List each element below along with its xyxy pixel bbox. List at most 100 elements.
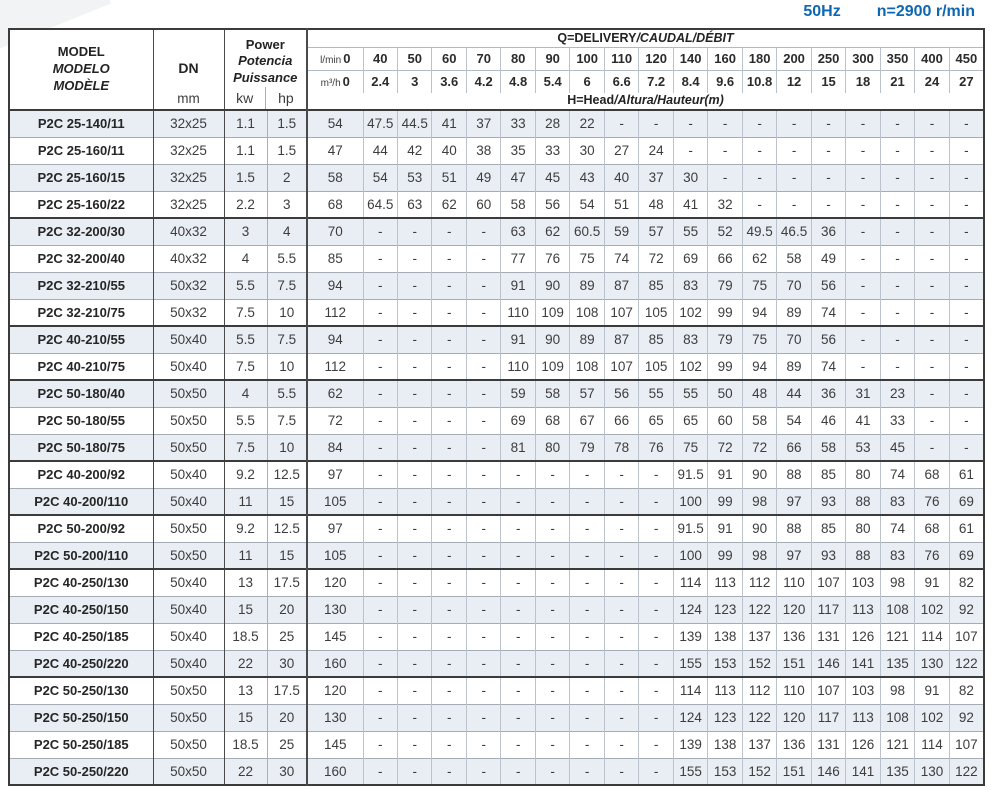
pump-row: P2C 40-250/150 50x40 15 20 130- - - - - - - - -124 12… [9, 595, 984, 623]
head-cell: 98 [741, 541, 777, 569]
head-cell: 124 [672, 703, 708, 731]
head-cell: 94 [306, 271, 364, 299]
head-cell: - [465, 217, 501, 245]
head-cell: - [638, 487, 674, 515]
pump-row: P2C 50-180/75 50x50 7.5 10 84- - - -81 80 79 78 76 7… [9, 433, 984, 461]
head-cell: - [914, 163, 950, 191]
head-cell: - [362, 730, 398, 758]
head-cell: - [362, 649, 398, 677]
flow-lmin-value: 50 [396, 46, 432, 70]
head-cell: 110 [500, 298, 536, 326]
head-cell: - [638, 649, 674, 677]
pump-row: P2C 32-200/30 40x32 3 4 70- - - -63 62 60.5 59 57 55… [9, 217, 984, 245]
hp-cell: 7.5 [266, 406, 308, 434]
head-cell: 94 [306, 325, 364, 353]
head-cell: 89 [776, 298, 812, 326]
head-cell: - [810, 136, 846, 164]
q-header-en: Q=DELIVERY [557, 31, 637, 46]
head-cell: 122 [741, 703, 777, 731]
head-cell: - [879, 136, 915, 164]
kw-cell: 18.5 [223, 730, 267, 758]
head-cell: 57 [569, 379, 605, 407]
head-units-header: H=Head/Altura/Hauteur(m) [306, 93, 984, 110]
flow-lmin-row: l/min 0 40 50 60 70 80 90 100 110 120 140 160 180 200 2… [9, 46, 984, 70]
head-cell: - [638, 676, 674, 704]
head-cell: - [534, 568, 570, 596]
head-cell: 79 [569, 433, 605, 461]
head-cell: - [500, 622, 536, 650]
head-cell: 56 [810, 325, 846, 353]
model-cell: P2C 25-160/11 [9, 136, 153, 164]
flow-m3h-value: 4.8 [500, 69, 536, 93]
head-cell: 49.5 [741, 217, 777, 245]
flow-m3h-unit-cell: m³/h 0 [306, 69, 364, 93]
head-cell: 107 [603, 298, 639, 326]
table-header: MODEL MODELO MODÈLE DN mm Power [9, 29, 984, 110]
flow-m3h-value: 21 [879, 69, 915, 93]
dn-cell: 32x25 [152, 109, 224, 137]
head-cell: 79 [707, 325, 743, 353]
head-cell: 68 [306, 190, 364, 218]
head-cell: - [914, 244, 950, 272]
head-cell: 155 [672, 649, 708, 677]
head-cell: 122 [741, 595, 777, 623]
head-cell: 130 [306, 595, 364, 623]
flow-lmin-value: 200 [776, 46, 812, 70]
flow-lmin-value: 80 [500, 46, 536, 70]
model-cell: P2C 40-250/220 [9, 649, 153, 677]
head-cell: 138 [707, 622, 743, 650]
head-cell: 113 [845, 595, 881, 623]
head-cell: 109 [534, 352, 570, 380]
head-cell: - [845, 298, 881, 326]
head-cell: 49 [465, 163, 501, 191]
head-cell: - [948, 109, 984, 137]
head-cell: 75 [569, 244, 605, 272]
head-cell: - [362, 757, 398, 785]
head-cell: - [465, 298, 501, 326]
head-cell: 68 [534, 406, 570, 434]
h-header-es-fr: /Altura/Hauteur(m) [614, 93, 724, 107]
dn-cell: 50x50 [152, 406, 224, 434]
model-cell: P2C 40-250/185 [9, 622, 153, 650]
head-cell: 112 [741, 568, 777, 596]
head-cell: 136 [776, 622, 812, 650]
head-cell: 108 [569, 298, 605, 326]
head-cell: 98 [879, 568, 915, 596]
head-cell: 55 [672, 217, 708, 245]
head-cell: - [465, 703, 501, 731]
head-cell: 33 [534, 136, 570, 164]
head-cell: 126 [845, 622, 881, 650]
head-cell: - [879, 163, 915, 191]
kw-cell: 13 [223, 568, 267, 596]
flow-m3h-value: 10.8 [741, 69, 777, 93]
head-cell: - [741, 136, 777, 164]
head-cell: 55 [672, 379, 708, 407]
model-cell: P2C 32-200/40 [9, 244, 153, 272]
kw-cell: 3 [223, 217, 267, 245]
head-cell: 76 [638, 433, 674, 461]
head-cell: 68 [914, 514, 950, 542]
flow-lmin-value: 350 [879, 46, 915, 70]
head-cell: 93 [810, 541, 846, 569]
head-cell: - [500, 595, 536, 623]
head-cell: 131 [810, 730, 846, 758]
head-cell: - [362, 541, 398, 569]
head-cell: 72 [306, 406, 364, 434]
model-cell: P2C 32-210/55 [9, 271, 153, 299]
head-cell: 99 [707, 541, 743, 569]
dn-cell: 50x40 [152, 352, 224, 380]
head-cell: 91.5 [672, 514, 708, 542]
head-cell: - [465, 325, 501, 353]
head-cell: - [879, 217, 915, 245]
pump-row: P2C 40-250/130 50x40 13 17.5 120- - - - - - - - -114… [9, 568, 984, 596]
head-cell: 69 [948, 541, 984, 569]
dn-cell: 50x32 [152, 298, 224, 326]
head-cell: - [810, 190, 846, 218]
head-cell: 36 [810, 217, 846, 245]
model-cell: P2C 40-200/110 [9, 487, 153, 515]
head-cell: 80 [534, 433, 570, 461]
head-cell: 77 [500, 244, 536, 272]
head-cell: - [465, 622, 501, 650]
head-cell: - [396, 703, 432, 731]
kw-cell: 5.5 [223, 271, 267, 299]
